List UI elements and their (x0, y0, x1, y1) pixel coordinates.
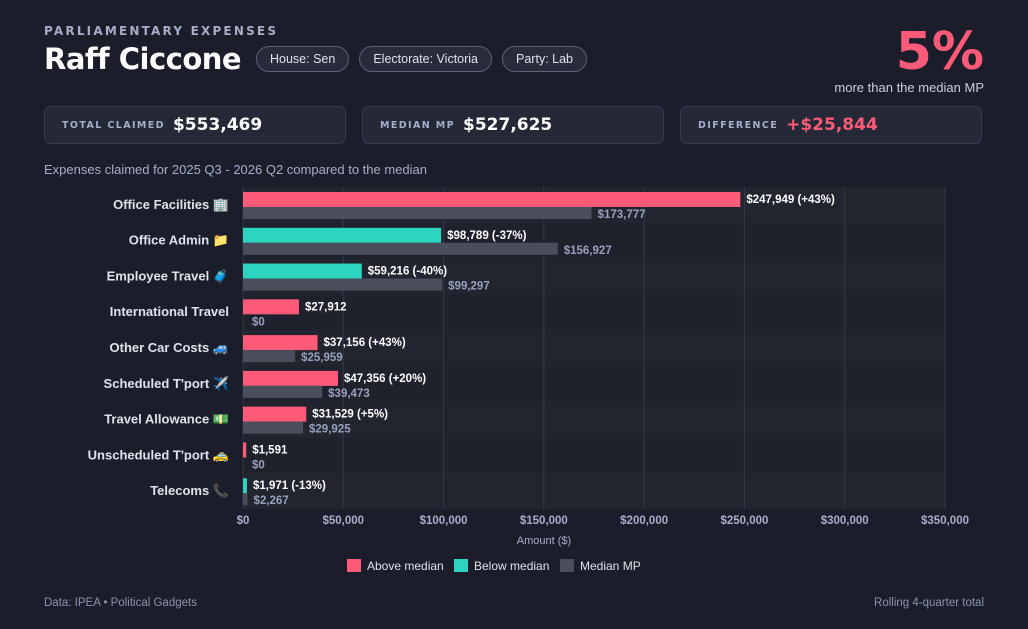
mp-bar-label: $247,949 (+43%) (746, 194, 835, 206)
mp-bar (243, 299, 299, 315)
x-axis-title: Amount ($) (517, 535, 571, 547)
median-bar-label: $99,297 (448, 281, 490, 293)
chart-subtitle: Expenses claimed for 2025 Q3 - 2026 Q2 c… (44, 162, 427, 177)
mp-bar (243, 227, 442, 243)
median-bar (243, 278, 443, 291)
median-mp-value: $527,625 (463, 115, 553, 135)
mp-bar (243, 442, 247, 458)
mp-bar-label: $1,971 (-13%) (253, 480, 326, 492)
difference-label: DIFFERENCE (698, 119, 779, 131)
category-label: Scheduled T'port ✈️ (104, 375, 229, 391)
row-band (243, 294, 945, 331)
row-band (243, 437, 945, 474)
median-bar-label: $156,927 (564, 245, 612, 257)
mp-bar (243, 335, 318, 351)
mp-bar (243, 478, 247, 494)
row-band (243, 365, 945, 402)
legend-label: Median MP (580, 559, 641, 573)
median-mp-label: MEDIAN MP (380, 119, 455, 131)
total-claimed-card: TOTAL CLAIMED $553,469 (44, 106, 346, 144)
data-source: Data: IPEA • Political Gadgets (44, 597, 197, 609)
legend-swatch (454, 559, 468, 572)
median-bar-label: $25,959 (301, 352, 343, 364)
mp-bar (243, 192, 741, 207)
legend-label: Below median (474, 559, 549, 573)
house-tag: House: Sen (256, 46, 350, 72)
electorate-tag: Electorate: Victoria (359, 46, 493, 72)
headline-note: more than the median MP (834, 80, 984, 95)
mp-bar-label: $47,356 (+20%) (344, 373, 426, 385)
category-label: Telecoms 📞 (150, 482, 230, 498)
total-claimed-label: TOTAL CLAIMED (62, 119, 165, 131)
mp-bar-label: $1,591 (252, 444, 288, 456)
category-label: Employee Travel 🧳 (107, 268, 229, 283)
mp-bar-label: $27,912 (305, 301, 347, 313)
headline-percentage: 5% (895, 22, 984, 82)
category-label: Office Facilities 🏢 (113, 197, 229, 212)
difference-value: +$25,844 (786, 115, 878, 135)
x-tick-label: $0 (237, 515, 250, 527)
mp-name: Raff Ciccone (44, 42, 242, 76)
legend-label: Above median (367, 559, 444, 573)
median-bar-label: $39,473 (328, 388, 370, 400)
category-label: Unscheduled T'port 🚕 (88, 447, 229, 462)
legend-swatch (560, 559, 574, 572)
median-bar-label: $0 (252, 459, 265, 471)
x-tick-label: $250,000 (720, 515, 768, 527)
footer-note: Rolling 4-quarter total (874, 597, 984, 609)
legend-swatch (347, 559, 361, 572)
mp-bar (243, 263, 362, 279)
mp-bar-label: $59,216 (-40%) (368, 266, 447, 278)
median-bar (243, 421, 304, 434)
median-bar-label: $29,925 (309, 424, 351, 436)
mp-bar-label: $31,529 (+5%) (312, 409, 388, 421)
x-tick-label: $350,000 (921, 515, 969, 527)
category-label: International Travel (110, 304, 229, 319)
party-tag: Party: Lab (502, 46, 587, 72)
category-label: Office Admin 📁 (129, 233, 229, 248)
median-mp-card: MEDIAN MP $527,625 (362, 106, 664, 144)
category-label: Other Car Costs 🚙 (110, 340, 230, 356)
difference-card: DIFFERENCE +$25,844 (680, 106, 982, 144)
mp-bar (243, 370, 338, 386)
median-bar-label: $0 (252, 316, 265, 328)
median-bar (243, 350, 296, 363)
median-bar-label: $173,777 (598, 209, 646, 221)
median-bar (243, 385, 323, 398)
page-kicker: PARLIAMENTARY EXPENSES (44, 24, 279, 38)
median-bar (243, 493, 248, 506)
median-bar (243, 207, 592, 219)
median-bar (243, 242, 558, 255)
x-tick-label: $50,000 (322, 515, 364, 527)
mp-bar (243, 406, 307, 422)
x-tick-label: $200,000 (620, 515, 668, 527)
x-tick-label: $100,000 (420, 515, 468, 527)
mp-bar-label: $37,156 (+43%) (324, 337, 406, 349)
x-tick-label: $150,000 (520, 515, 568, 527)
x-tick-label: $300,000 (821, 515, 869, 527)
total-claimed-value: $553,469 (172, 115, 263, 135)
median-bar-label: $2,267 (254, 495, 289, 507)
category-label: Travel Allowance 💵 (104, 412, 229, 427)
mp-bar-label: $98,789 (-37%) (447, 230, 526, 242)
tag-group: House: Sen Electorate: Victoria Party: L… (256, 46, 587, 72)
